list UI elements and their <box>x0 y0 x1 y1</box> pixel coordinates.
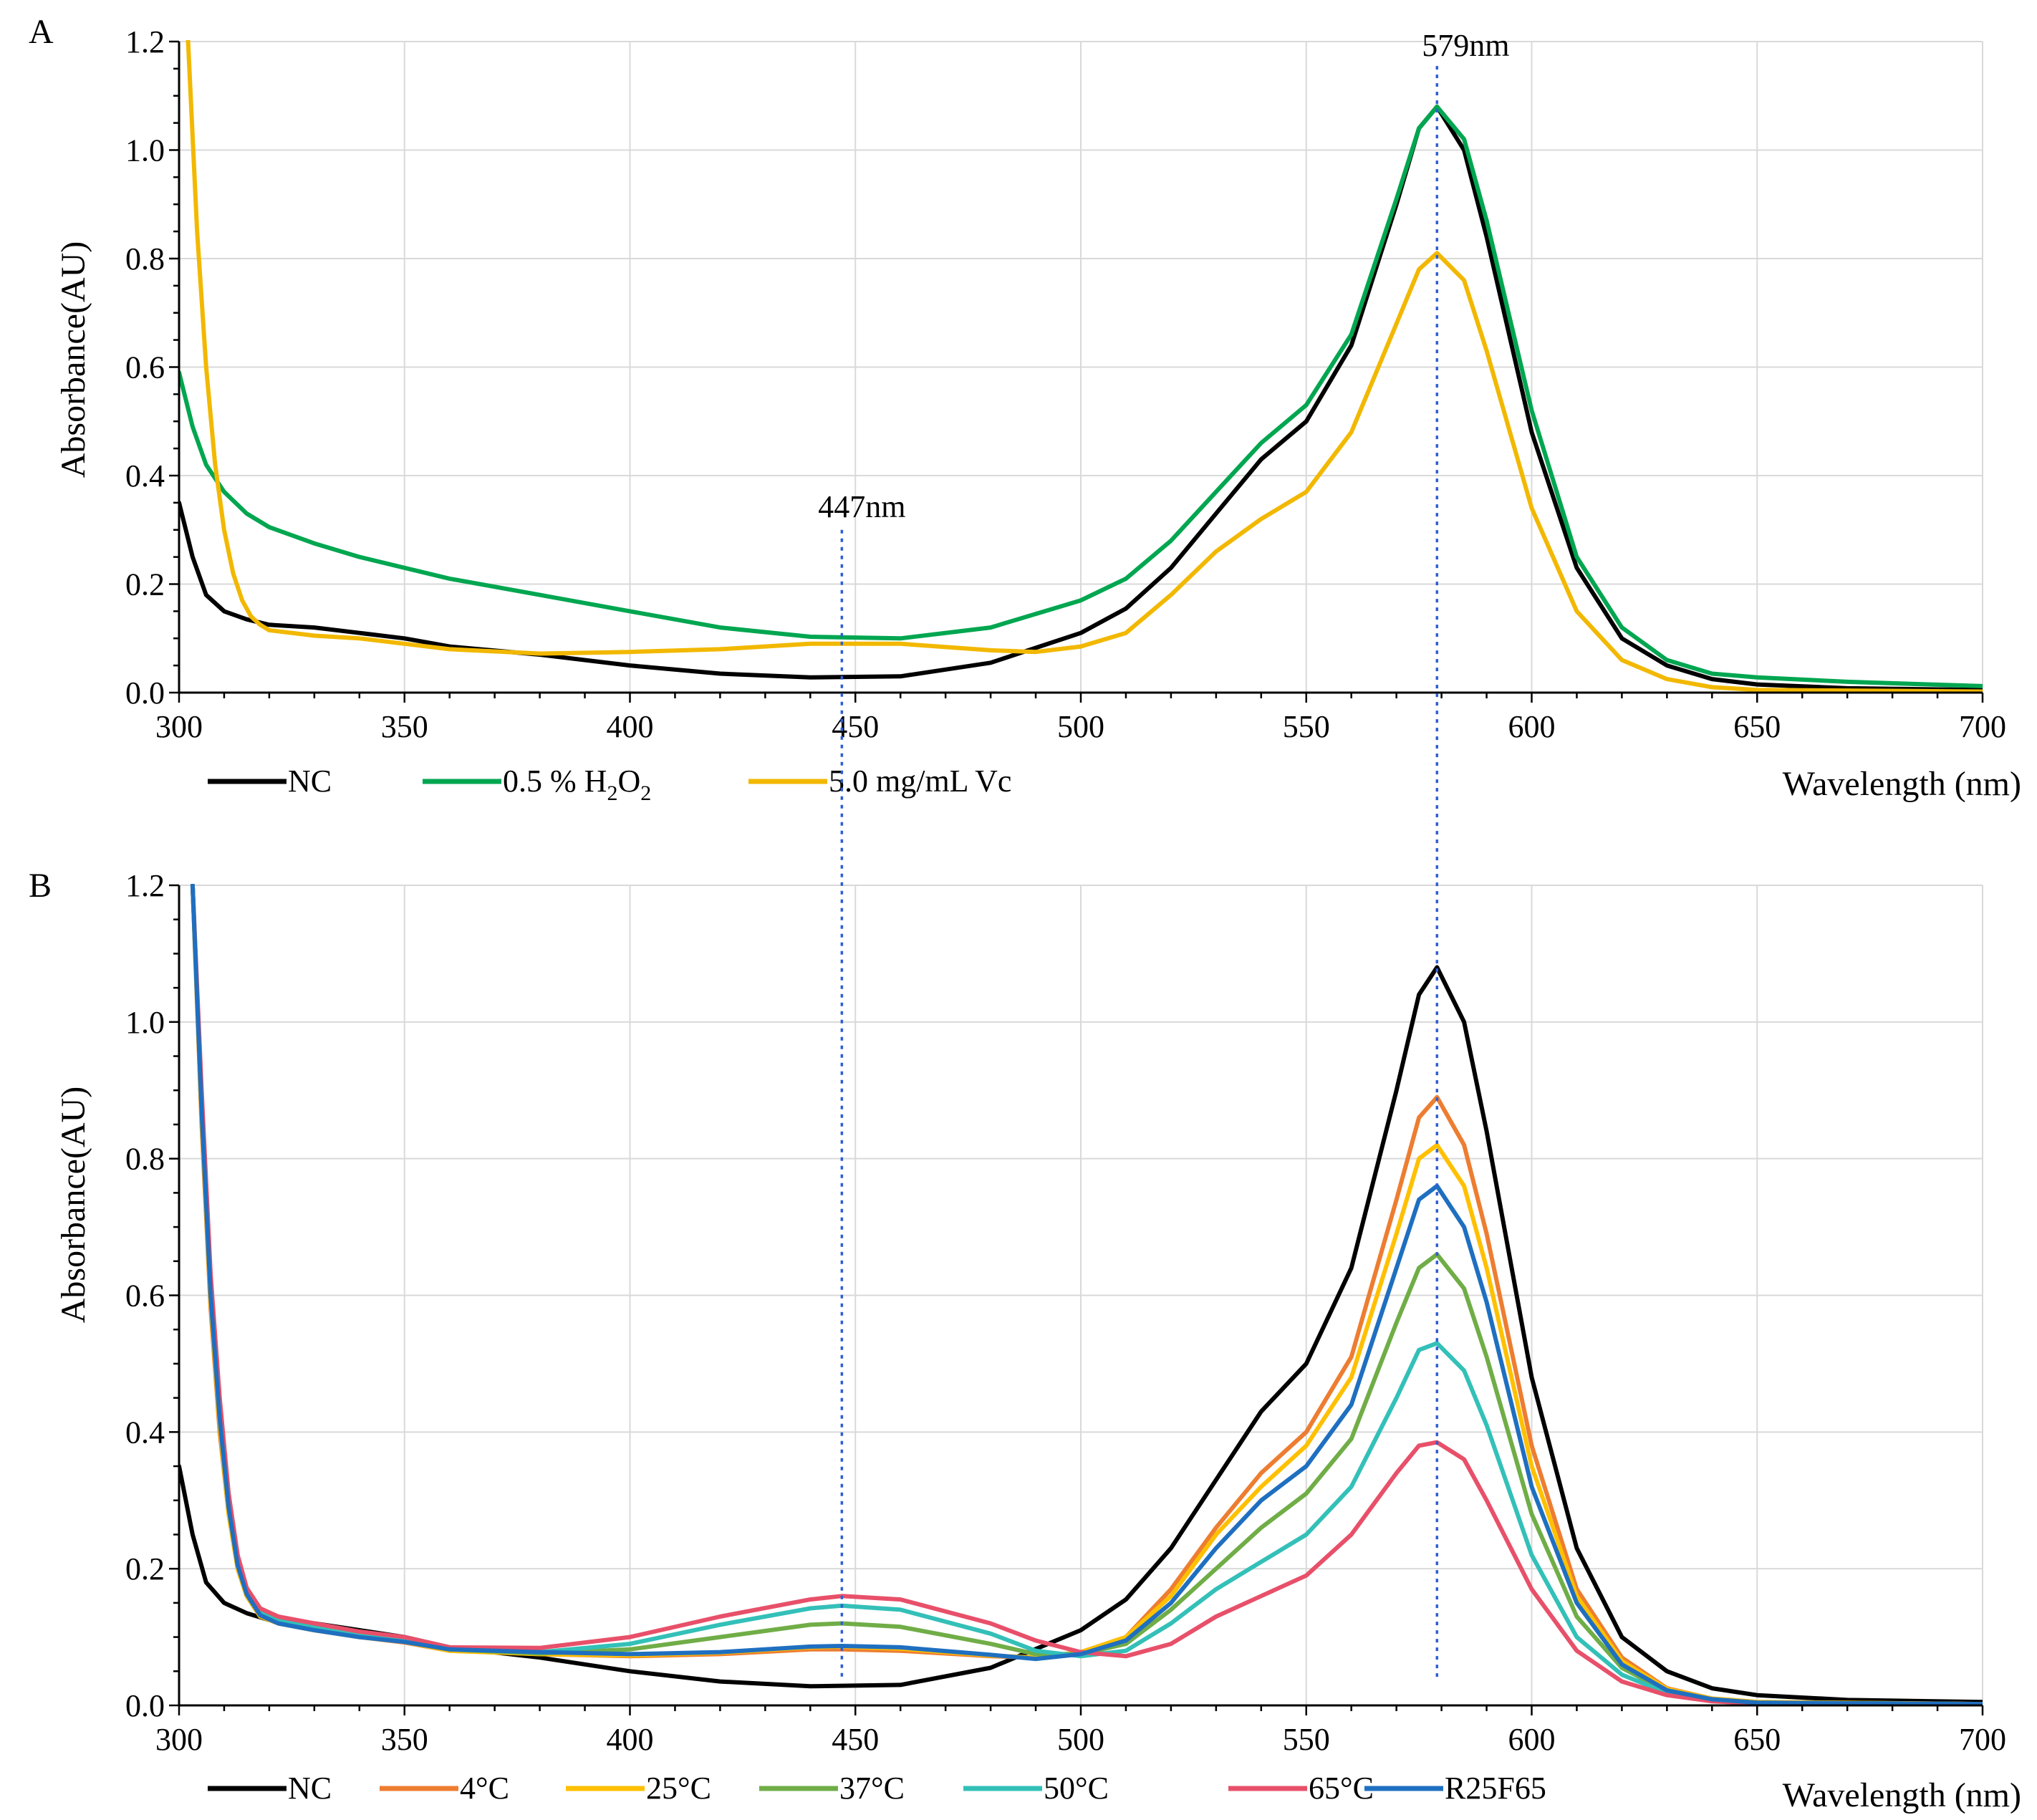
panel-b-letter: B <box>29 867 52 905</box>
panel-b-series-layer <box>179 884 1983 1707</box>
panel-b-axes: 0.0 0.2 0.4 0.6 0.8 1.0 1.2 300 350 400 450 500 550 6… <box>125 868 2006 1757</box>
panel-b-x-tick-label: 400 <box>607 1722 654 1757</box>
panel-a-y-tick-label: 0.0 <box>125 675 165 711</box>
panel-a-x-tick-label: 500 <box>1057 709 1104 744</box>
panel-b-x-tick-label: 650 <box>1733 1722 1781 1757</box>
panel-b-chart: B 0.0 0.2 0.4 0.6 0.8 1.0 1.2 300 350 400 450 500 55… <box>29 867 2021 1814</box>
panel-b-x-axis-title: Wavelength (nm) <box>1783 1776 2021 1814</box>
panel-a-x-tick-label: 550 <box>1283 709 1330 744</box>
panel-a-x-tick-label: 450 <box>832 709 879 744</box>
panel-b-legend-label-t65: 65°C <box>1309 1771 1374 1806</box>
panel-a-x-tick-label: 350 <box>381 709 428 744</box>
panel-a-y-tick-label: 0.6 <box>125 350 165 385</box>
panel-b-x-tick-label: 500 <box>1057 1722 1104 1757</box>
panel-a-x-tick-label: 300 <box>155 709 203 744</box>
panel-a-y-tick-label: 0.2 <box>125 567 165 602</box>
panel-a-series-nc-line <box>179 104 1983 693</box>
panel-b-y-axis-title: Absorbance(AU) <box>54 1087 92 1324</box>
panel-b-x-tick-label: 700 <box>1959 1722 2006 1757</box>
panel-b-x-tick-label: 450 <box>832 1722 879 1757</box>
panel-b-x-tick-label: 550 <box>1283 1722 1330 1757</box>
panel-b-series-t65-line <box>190 884 1983 1707</box>
panel-b-legend-label-t25: 25°C <box>646 1771 711 1806</box>
panel-b-legend-label-t37: 37°C <box>839 1771 905 1806</box>
panel-b-grid <box>179 885 1983 1705</box>
panel-a-series-layer <box>179 40 1983 694</box>
panel-a-x-axis-title: Wavelength (nm) <box>1783 765 2021 803</box>
label-579nm: 579nm <box>1422 28 1509 63</box>
panel-b-series-r25f65-line <box>190 884 1983 1707</box>
panel-b-y-tick-label: 0.8 <box>125 1142 165 1177</box>
panel-a-x-tick-label: 700 <box>1959 709 2006 744</box>
panel-a-legend-label-nc: NC <box>288 764 332 799</box>
label-447nm: 447nm <box>818 489 905 524</box>
panel-a-y-tick-label: 1.0 <box>125 133 165 168</box>
panel-b-y-tick-label: 1.0 <box>125 1005 165 1040</box>
panel-a-x-tick-label: 400 <box>607 709 654 744</box>
panel-b-y-tick-label: 0.4 <box>125 1415 165 1450</box>
panel-a-legend: NC 0.5 % H2O2 5.0 mg/mL Vc <box>208 764 1011 805</box>
panel-b-y-tick-label: 0.6 <box>125 1279 165 1314</box>
panel-a-axes: 0.0 0.2 0.4 0.6 0.8 1.0 1.2 300 350 400 450 500 550 6… <box>125 24 2006 744</box>
panel-b-x-tick-label: 350 <box>381 1722 428 1757</box>
panel-a-y-axis-title: Absorbance(AU) <box>54 241 92 478</box>
panel-b-x-tick-label: 600 <box>1508 1722 1556 1757</box>
panel-b-y-tick-label: 1.2 <box>125 868 165 903</box>
panel-b-legend-label-t50: 50°C <box>1044 1771 1109 1806</box>
panel-a-grid <box>179 41 1983 693</box>
panel-b-x-tick-label: 300 <box>155 1722 203 1757</box>
panel-a-legend-label-vc: 5.0 mg/mL Vc <box>829 764 1011 799</box>
wavelength-guides: 447nm 579nm <box>818 28 1509 1678</box>
panel-b-legend-label-nc: NC <box>288 1771 332 1806</box>
panel-a-x-tick-label: 600 <box>1508 709 1556 744</box>
panel-b-legend: NC 4°C 25°C 37°C 50°C 65°C R25F65 <box>208 1771 1546 1806</box>
panel-b-y-tick-label: 0.2 <box>125 1551 165 1587</box>
panel-b-legend-label-t4: 4°C <box>460 1771 509 1806</box>
panel-a-series-vc-line <box>186 40 1983 694</box>
panel-a-y-tick-label: 0.4 <box>125 458 165 493</box>
panel-a-letter: A <box>29 13 54 51</box>
panel-b-legend-label-r25f65: R25F65 <box>1445 1771 1546 1806</box>
panel-a-x-tick-label: 650 <box>1733 709 1781 744</box>
panel-a-series-h2o2-line <box>179 104 1983 688</box>
panel-a-y-tick-label: 1.2 <box>125 24 165 59</box>
panel-a-chart: A 0.0 0.2 0.4 0.6 0.8 1.0 1.2 300 350 400 450 500 55… <box>29 13 2021 805</box>
panel-b-y-tick-label: 0.0 <box>125 1688 165 1723</box>
panel-a-legend-label-h2o2: 0.5 % H2O2 <box>503 764 651 805</box>
panel-a-y-tick-label: 0.8 <box>125 241 165 276</box>
